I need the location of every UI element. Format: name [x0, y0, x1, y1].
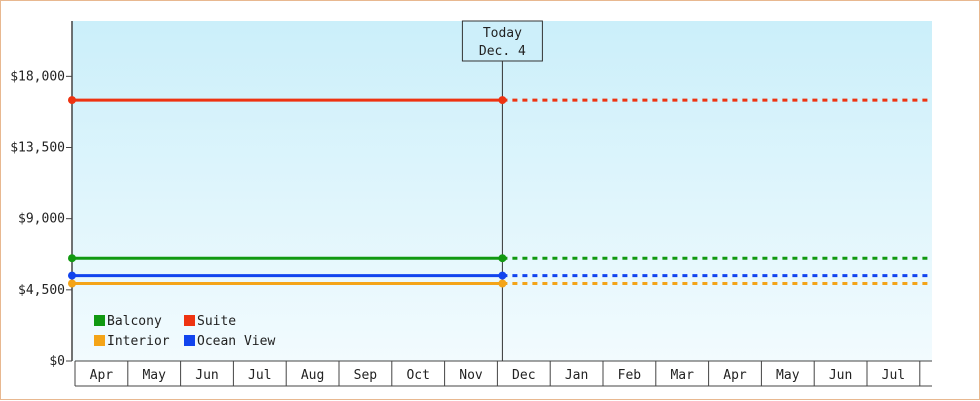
legend: Balcony Suite Interior Ocean View — [94, 314, 275, 349]
x-tick-label: Apr — [90, 368, 114, 383]
x-tick-label: Sep — [354, 368, 378, 383]
x-tick-label: Aug — [301, 368, 324, 383]
x-tick-label: Jul — [248, 368, 271, 383]
legend-swatch — [184, 335, 195, 346]
x-tick-label: Mar — [670, 368, 694, 383]
x-tick-label: May — [776, 368, 800, 383]
series-lines — [68, 96, 932, 288]
today-box — [461, 20, 543, 62]
legend-label: Ocean View — [197, 334, 275, 349]
x-tick-label: Jan — [565, 368, 588, 383]
x-tick-label: Nov — [459, 368, 483, 383]
y-tick-label: $18,000 — [10, 69, 65, 84]
legend-swatch — [94, 315, 105, 326]
today-label-line1: Today — [483, 26, 522, 41]
series-point-start — [68, 96, 76, 105]
y-tick-label: $0 — [49, 354, 65, 369]
legend-swatch — [184, 315, 195, 326]
x-tick-label: Oct — [406, 368, 429, 383]
x-tick-label: Apr — [723, 368, 747, 383]
x-axis: Apr May Jun Jul Aug Sep Oct Nov Dec Jan Feb Mar Apr M… — [74, 360, 932, 387]
series-point-today — [498, 96, 507, 105]
x-tick-label: May — [142, 368, 166, 383]
series-point-start — [68, 254, 76, 263]
y-tick-label: $13,500 — [10, 141, 65, 156]
series-point-today — [498, 271, 507, 280]
x-tick-label: Feb — [618, 368, 642, 383]
legend-label: Interior — [107, 334, 170, 349]
series-point-start — [68, 279, 76, 288]
legend-label: Balcony — [107, 314, 162, 329]
x-tick-label: Jul — [882, 368, 905, 383]
today-label-line2: Dec. 4 — [479, 44, 526, 59]
legend-label: Suite — [197, 314, 236, 329]
series-point-start — [68, 271, 76, 280]
y-tick-label: $4,500 — [18, 283, 65, 298]
series-point-today — [498, 279, 507, 288]
today-marker: Today Dec. 4 — [461, 20, 543, 361]
legend-swatch — [94, 335, 105, 346]
y-axis: $0 $4,500 $9,000 $13,500 $18,000 — [10, 21, 73, 369]
series-point-today — [498, 254, 507, 263]
x-tick-label: Jun — [195, 368, 218, 383]
x-tick-label: Jun — [829, 368, 852, 383]
x-tick-label: Dec — [512, 368, 535, 383]
y-tick-label: $9,000 — [18, 212, 65, 227]
